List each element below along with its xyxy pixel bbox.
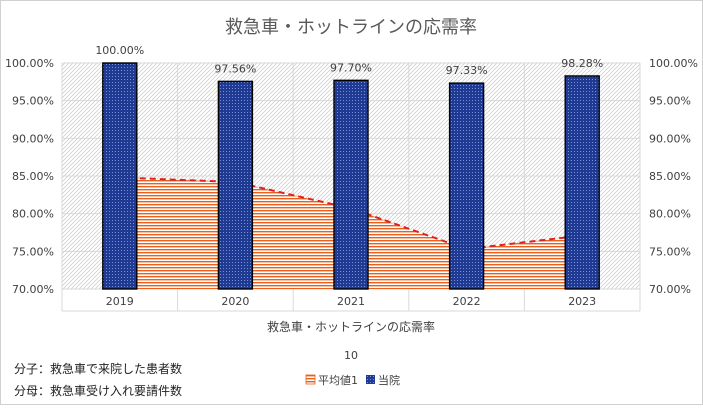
chart-title: 救急車・ホットラインの応需率 — [225, 17, 477, 38]
data-label-2023: 98.28% — [561, 57, 603, 70]
y-tick-label-right: 70.00% — [649, 283, 691, 296]
data-label-2021: 97.70% — [330, 61, 372, 74]
x-tick-label: 2021 — [337, 295, 365, 308]
y-tick-label-right: 75.00% — [649, 245, 691, 258]
x-tick-label: 2023 — [568, 295, 596, 308]
x-axis: 2019 2020 2021 2022 2023 — [106, 295, 596, 308]
numerator-note: 分子：救急車で来院した患者数 — [14, 362, 183, 376]
legend-label-hospital: 当院 — [378, 373, 400, 387]
y-tick-label-left: 100.00% — [5, 57, 54, 70]
x-axis-title: 救急車・ホットラインの応需率 — [267, 319, 435, 334]
y-tick-label-left: 95.00% — [12, 95, 54, 108]
y-tick-label-right: 90.00% — [649, 132, 691, 145]
legend: 平均値1 当院 — [305, 373, 400, 387]
x-tick-label: 2020 — [221, 295, 249, 308]
data-label-2019: 100.00% — [95, 44, 144, 57]
bar-2022 — [448, 82, 485, 290]
x-axis-subtitle: 10 — [344, 349, 358, 362]
y-tick-label-left: 85.00% — [12, 170, 54, 183]
data-labels: 100.00% 97.56% 97.70% 97.33% 98.28% — [95, 44, 603, 77]
y-axis-left: 100.00% 95.00% 90.00% 85.00% 80.00% 75.00% 70.… — [5, 57, 54, 296]
x-tick-label: 2022 — [453, 295, 481, 308]
bar-2021 — [333, 79, 369, 290]
legend-swatch-average — [305, 374, 316, 385]
data-label-2022: 97.33% — [446, 64, 488, 77]
y-axis-right: 100.00% 95.00% 90.00% 85.00% 80.00% 75.00% 70.… — [649, 57, 698, 296]
legend-swatch-hospital — [366, 375, 375, 384]
bar-2023 — [564, 75, 600, 290]
bar-2019 — [102, 62, 138, 290]
y-tick-label-right: 80.00% — [649, 208, 691, 221]
data-label-2020: 97.56% — [214, 62, 256, 75]
x-tick-label: 2019 — [106, 295, 134, 308]
bar-2020 — [217, 80, 254, 290]
hospital-bar-series — [102, 62, 600, 290]
y-tick-label-right: 95.00% — [649, 95, 691, 108]
y-tick-label-right: 85.00% — [649, 170, 691, 183]
denominator-note: 分母：救急車受け入れ要請件数 — [14, 384, 183, 398]
y-tick-label-left: 70.00% — [12, 283, 54, 296]
legend-label-average: 平均値1 — [318, 374, 358, 387]
y-tick-label-right: 100.00% — [649, 57, 698, 70]
y-tick-label-left: 75.00% — [12, 245, 54, 258]
y-tick-label-left: 90.00% — [12, 132, 54, 145]
y-tick-label-left: 80.00% — [12, 208, 54, 221]
